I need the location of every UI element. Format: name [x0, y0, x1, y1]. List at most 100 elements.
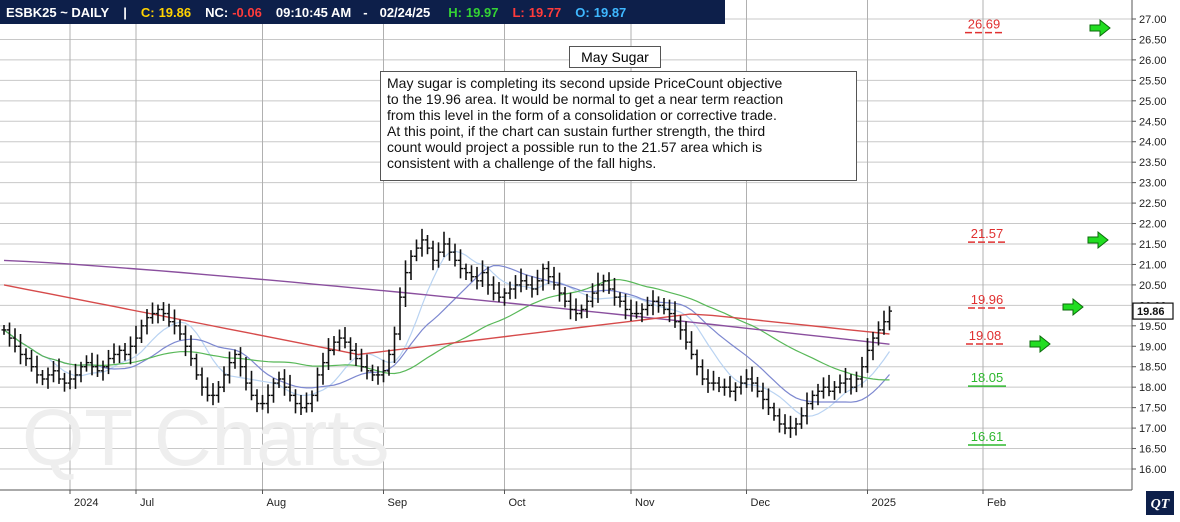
ohlc-bar: [876, 321, 881, 346]
y-tick-label: 17.00: [1139, 423, 1167, 435]
ma-red: [3, 284, 890, 356]
low-value: 19.77: [528, 4, 562, 20]
ohlc-bar: [518, 268, 524, 293]
ohlc-bar: [381, 359, 386, 383]
ohlc-bar: [535, 269, 540, 296]
ohlc-bar: [832, 381, 837, 400]
ohlc-bar: [243, 356, 249, 391]
ohlc-bar: [414, 239, 419, 262]
symbol[interactable]: ESBK25 ~ DAILY: [6, 4, 110, 20]
ohlc-bar: [150, 302, 155, 324]
ohlc-bar: [485, 266, 491, 295]
ohlc-bar: [18, 334, 23, 365]
ohlc-bar: [562, 286, 568, 308]
ohlc-bar: [62, 372, 67, 392]
y-tick-label: 22.00: [1139, 219, 1167, 231]
ohlc-bar: [881, 310, 887, 335]
ohlc-bar: [661, 298, 667, 315]
y-tick-label: 26.00: [1139, 55, 1167, 67]
ohlc-bar: [271, 378, 276, 403]
y-tick-label: 25.00: [1139, 96, 1167, 108]
ohlc-bar: [551, 266, 557, 290]
target-arrow: [1062, 297, 1084, 317]
price-axis: 16.00 16.50 17.00 17.50 18.00 18.50 19.00 19.50…: [1132, 14, 1167, 476]
ohlc-bar: [667, 299, 672, 323]
qt-logo: QT: [1146, 491, 1174, 515]
ohlc-bar: [254, 389, 260, 413]
level-19.96: 19.96: [968, 292, 1006, 309]
y-tick-label: 18.50: [1139, 362, 1167, 374]
ohlc-bar: [370, 364, 375, 382]
x-tick-label: Aug: [267, 497, 287, 509]
ohlc-bar: [359, 348, 364, 372]
watermark: QT Charts: [22, 393, 390, 482]
ohlc-bar: [298, 394, 304, 415]
y-tick-label: 16.50: [1139, 444, 1167, 456]
low-label: L:: [512, 4, 525, 20]
x-tick-label: Nov: [635, 497, 655, 509]
level-26.69: 26.69: [965, 17, 1003, 34]
ohlc-bar: [216, 381, 221, 403]
ohlc-bar: [320, 352, 326, 385]
ohlc-bar: [342, 327, 348, 349]
level-label: 19.96: [971, 292, 1004, 307]
ohlc-bar: [612, 277, 617, 306]
annotation-note: May sugar is completing its second upsid…: [380, 71, 857, 181]
ohlc-bar: [172, 309, 177, 335]
ohlc-bar: [540, 263, 546, 291]
ohlc-bar: [870, 331, 876, 361]
ohlc-bar: [524, 274, 529, 290]
ohlc-bar: [177, 319, 183, 341]
ohlc-bar: [45, 367, 51, 389]
ohlc-bar: [799, 407, 804, 429]
ohlc-bar: [480, 260, 485, 287]
ohlc-bar: [89, 352, 95, 376]
moving-averages: [3, 250, 890, 417]
ohlc-bar: [595, 272, 601, 303]
ohlc-bar: [210, 383, 216, 406]
x-tick-label: 2024: [74, 497, 98, 509]
ohlc-bar: [386, 349, 392, 376]
target-arrow: [1087, 230, 1109, 250]
level-label: 21.57: [971, 226, 1004, 241]
open-value: 19.87: [593, 4, 627, 20]
ohlc-bar: [452, 243, 458, 267]
y-tick-label: 17.50: [1139, 403, 1167, 415]
ohlc-bar: [689, 331, 694, 360]
x-tick-label: Dec: [751, 497, 771, 509]
nc-value: -0.06: [232, 4, 262, 20]
ohlc-bar: [821, 377, 826, 399]
y-tick-label: 26.50: [1139, 34, 1167, 46]
ohlc-bar: [56, 358, 62, 384]
ohlc-bar: [557, 272, 562, 302]
ohlc-bar: [1, 325, 7, 335]
ohlc-bar: [848, 374, 854, 395]
y-tick-label: 19.50: [1139, 321, 1167, 333]
x-tick-label: Jul: [140, 497, 154, 509]
ohlc-bar: [793, 417, 799, 436]
ohlc-bar: [315, 367, 320, 402]
ohlc-bar: [425, 235, 430, 255]
ohlc-bar: [678, 315, 683, 340]
x-tick-label: Sep: [388, 497, 408, 509]
ohlc-bar: [628, 299, 634, 321]
ohlc-bar: [436, 242, 441, 268]
ohlc-bar: [700, 359, 705, 386]
ohlc-bar: [276, 371, 282, 388]
ohlc-bar: [51, 361, 56, 383]
high-value: 19.97: [465, 4, 499, 20]
ohlc-bar: [639, 303, 645, 323]
y-tick-label: 20.50: [1139, 280, 1167, 292]
level-label: 19.08: [969, 328, 1002, 343]
ohlc-bar: [469, 265, 474, 282]
ohlc-bar: [843, 367, 848, 393]
y-tick-label: 21.50: [1139, 239, 1167, 251]
ohlc-bar: [491, 276, 496, 301]
ohlc-bar: [364, 354, 370, 380]
ohlc-bar: [645, 296, 650, 316]
ohlc-bar: [84, 355, 89, 372]
ohlc-bar: [815, 383, 821, 406]
ohlc-bar: [716, 376, 722, 393]
y-tick-label: 21.00: [1139, 259, 1167, 271]
ohlc-bar: [199, 367, 205, 396]
